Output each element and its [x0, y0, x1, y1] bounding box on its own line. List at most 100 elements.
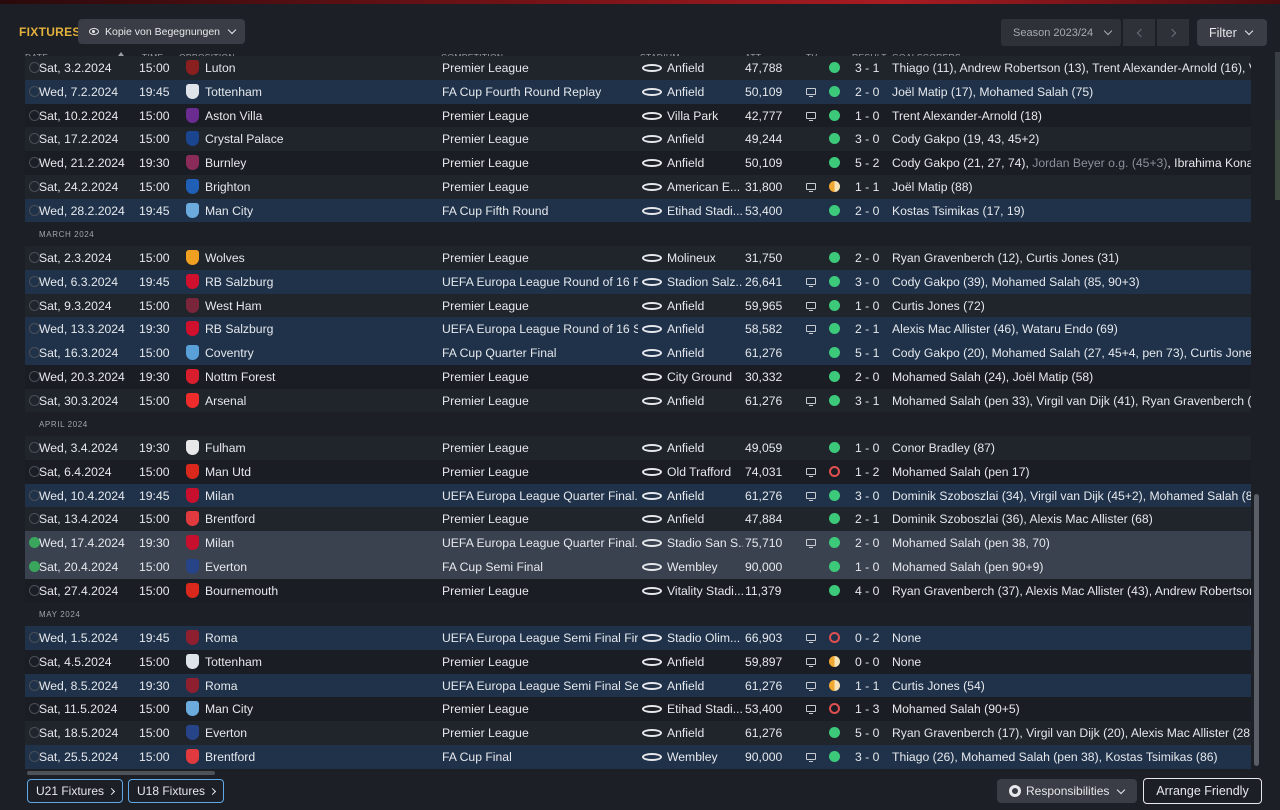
fixture-row[interactable]: Sat, 4.5.2024 15:00 Tottenham Premier Leagu… [25, 649, 1251, 674]
stadium-name: Anfield [667, 441, 705, 455]
fixture-row[interactable]: Wed, 6.3.2024 19:45 RB Salzburg UEFA Europa… [25, 269, 1251, 294]
opposition-link[interactable]: Aston Villa [205, 108, 263, 123]
fixture-row[interactable]: Sat, 25.5.2024 15:00 Brentford FA Cup Final… [25, 744, 1251, 769]
opposition-link[interactable]: Tottenham [205, 84, 262, 99]
next-season-button[interactable] [1157, 19, 1189, 46]
competition-name: Premier League [442, 441, 529, 455]
opposition-link[interactable]: Bournemouth [205, 583, 279, 598]
opposition-link[interactable]: Brentford [205, 512, 256, 527]
fixture-row[interactable]: Sat, 10.2.2024 15:00 Aston Villa Premier Le… [25, 103, 1251, 128]
fixture-row[interactable]: Wed, 8.5.2024 19:30 Roma UEFA Europa League… [25, 673, 1251, 698]
fixture-date: Wed, 8.5.2024 [39, 678, 119, 693]
stadium-name: Wembley [667, 559, 718, 574]
view-selector-button[interactable]: Kopie von Begegnungen [78, 19, 245, 44]
opposition-link[interactable]: West Ham [205, 298, 262, 313]
fixture-row[interactable]: Wed, 17.4.2024 19:30 Milan UEFA Europa Leag… [25, 531, 1251, 555]
match-result: 1 - 0 [855, 559, 880, 574]
status-circle-icon [29, 679, 40, 691]
loss-indicator-icon [829, 632, 840, 643]
vertical-scrollbar[interactable] [1254, 494, 1259, 766]
opposition-link[interactable]: Burnley [205, 156, 247, 170]
opposition-link[interactable]: Roma [205, 678, 238, 693]
attendance: 49,244 [745, 132, 783, 147]
stadium-icon [642, 467, 662, 476]
attendance: 50,109 [745, 156, 783, 170]
competition-name: FA Cup Final [442, 749, 512, 764]
fixture-row[interactable]: Sat, 6.4.2024 15:00 Man Utd Premier League O… [25, 459, 1251, 484]
opposition-link[interactable]: Nottm Forest [205, 369, 276, 384]
fixture-row[interactable]: Sat, 18.5.2024 15:00 Everton Premier League… [25, 721, 1251, 745]
chevron-down-icon [227, 25, 237, 35]
match-result: 1 - 0 [855, 441, 880, 455]
fixture-row[interactable]: Wed, 21.2.2024 19:30 Burnley Premier League… [25, 151, 1251, 175]
filter-button[interactable]: Filter [1197, 19, 1267, 46]
fixture-row[interactable]: Sat, 30.3.2024 15:00 Arsenal Premier League… [25, 388, 1251, 413]
stadium-icon [642, 634, 662, 642]
opposition-link[interactable]: Everton [205, 726, 248, 740]
win-indicator-icon [829, 489, 840, 501]
goalscorers-text: Mohamed Salah (90+5) [892, 702, 1020, 717]
opposition-link[interactable]: Arsenal [205, 393, 247, 408]
win-indicator-icon [829, 442, 840, 453]
responsibilities-button[interactable]: Responsibilities [997, 779, 1137, 803]
stadium-icon [642, 349, 662, 357]
opposition-link[interactable]: Milan [205, 488, 235, 503]
fixture-row[interactable]: Sat, 2.3.2024 15:00 Wolves Premier League Mo… [25, 246, 1251, 270]
competition-name: Premier League [442, 393, 529, 408]
opposition-link[interactable]: Brentford [205, 749, 256, 764]
stadium-name: Anfield [667, 322, 705, 337]
opposition-link[interactable]: Wolves [205, 251, 245, 265]
goalscorers-text: Joël Matip (88) [892, 179, 973, 194]
club-crest-icon [186, 321, 199, 337]
opposition-link[interactable]: Milan [205, 536, 235, 550]
opposition-link[interactable]: RB Salzburg [205, 322, 274, 337]
tv-icon [806, 87, 816, 97]
fixture-row[interactable]: Wed, 7.2.2024 19:45 Tottenham FA Cup Fourth… [25, 79, 1251, 104]
fixtures-table: Sat, 3.2.2024 15:00 Luton Premier League Anf… [25, 56, 1251, 770]
opposition-link[interactable]: RB Salzburg [205, 274, 274, 289]
u21-fixtures-label: U21 Fixtures [35, 784, 105, 798]
opposition-link[interactable]: Tottenham [205, 654, 262, 669]
previous-season-button[interactable] [1123, 19, 1155, 46]
fixture-row[interactable]: Wed, 1.5.2024 19:45 Roma UEFA Europa League… [25, 626, 1251, 650]
fixture-row[interactable]: Wed, 28.2.2024 19:45 Man City FA Cup Fifth … [25, 198, 1251, 223]
club-crest-icon [186, 653, 199, 669]
win-indicator-icon [829, 560, 840, 572]
stadium-icon [642, 325, 662, 334]
fixture-row[interactable]: Sat, 9.3.2024 15:00 West Ham Premier League… [25, 293, 1251, 318]
fixture-row[interactable]: Sat, 16.3.2024 15:00 Coventry FA Cup Quarte… [25, 341, 1251, 365]
fixture-row[interactable]: Sat, 24.2.2024 15:00 Brighton Premier Leagu… [25, 174, 1251, 199]
fixture-row[interactable]: Sat, 17.2.2024 15:00 Crystal Palace Premier… [25, 127, 1251, 152]
attendance: 61,276 [745, 678, 783, 693]
fixture-row[interactable]: Sat, 3.2.2024 15:00 Luton Premier League Anf… [25, 56, 1251, 80]
horizontal-scrollbar[interactable] [27, 771, 215, 775]
club-crest-icon [186, 511, 199, 527]
opposition-link[interactable]: Brighton [205, 179, 251, 194]
opposition-link[interactable]: Man City [205, 203, 254, 218]
fixture-row[interactable]: Sat, 11.5.2024 15:00 Man City Premier Leagu… [25, 697, 1251, 722]
u21-fixtures-button[interactable]: U21 Fixtures [27, 779, 123, 803]
fixture-row[interactable]: Sat, 20.4.2024 15:00 Everton FA Cup Semi Fi… [25, 554, 1251, 579]
goalscorers-text: Ryan Gravenberch (12), Curtis Jones (31) [892, 251, 1119, 265]
fixture-row[interactable]: Wed, 20.3.2024 19:30 Nottm Forest Premier L… [25, 364, 1251, 389]
u18-fixtures-button[interactable]: U18 Fixtures [128, 779, 224, 803]
fixture-row[interactable]: Wed, 10.4.2024 19:45 Milan UEFA Europa Leag… [25, 483, 1251, 508]
arrange-friendly-button[interactable]: Arrange Friendly [1143, 778, 1262, 804]
opposition-link[interactable]: Everton [205, 559, 248, 574]
goalscorers-text: Thiago (26), Mohamed Salah (pen 38), Kos… [892, 749, 1218, 764]
club-crest-icon [186, 368, 199, 384]
fixture-row[interactable]: Wed, 13.3.2024 19:30 RB Salzburg UEFA Europ… [25, 317, 1251, 342]
opposition-link[interactable]: Roma [205, 631, 238, 645]
fixture-row[interactable]: Wed, 3.4.2024 19:30 Fulham Premier League An… [25, 436, 1251, 460]
opposition-link[interactable]: Luton [205, 61, 236, 75]
opposition-link[interactable]: Coventry [205, 346, 254, 360]
club-crest-icon [186, 60, 199, 75]
fixture-row[interactable]: Sat, 13.4.2024 15:00 Brentford Premier Leag… [25, 507, 1251, 532]
opposition-link[interactable]: Man City [205, 702, 254, 717]
fixture-row[interactable]: Sat, 27.4.2024 15:00 Bournemouth Premier Le… [25, 578, 1251, 603]
opposition-link[interactable]: Fulham [205, 441, 246, 455]
opposition-link[interactable]: Crystal Palace [205, 132, 284, 147]
season-selector[interactable]: Season 2023/24 [1001, 19, 1121, 46]
stadium-icon [642, 752, 662, 761]
opposition-link[interactable]: Man Utd [205, 464, 252, 479]
